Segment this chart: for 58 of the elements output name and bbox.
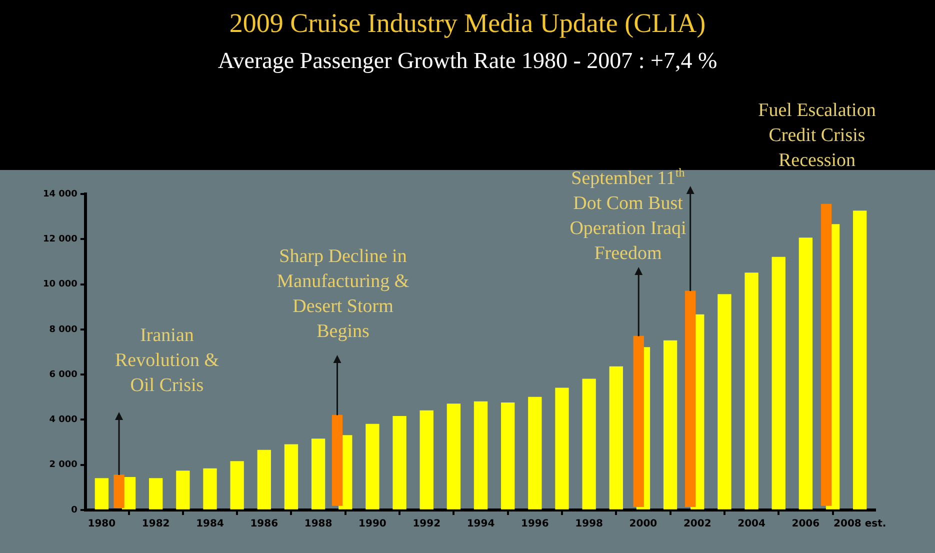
- bar: [820, 204, 832, 506]
- bar: [582, 378, 596, 510]
- y-tick-label: 0: [71, 505, 78, 516]
- x-tick-label: 1980: [88, 518, 116, 530]
- x-tick-label: 1988: [304, 518, 332, 530]
- bar: [772, 256, 786, 510]
- x-tick-label: 1994: [466, 518, 495, 530]
- bar: [718, 294, 732, 510]
- chart-subtitle: Average Passenger Growth Rate 1980 - 2007 : +7,4 %: [216, 48, 718, 74]
- bar: [685, 290, 696, 507]
- bar: [528, 396, 542, 510]
- bar: [474, 401, 488, 510]
- annotation: Iranian Revolution & Oil Crisis: [115, 324, 219, 398]
- x-tick-label: 1982: [142, 518, 170, 530]
- y-tick-label: 10 000: [42, 280, 78, 290]
- y-tick-label: 4 000: [49, 415, 78, 426]
- y-tick-label: 14 000: [42, 189, 78, 200]
- bar: [633, 336, 644, 507]
- bar: [744, 272, 758, 510]
- bar: [609, 366, 623, 510]
- x-tick-label: 1992: [412, 518, 441, 530]
- bar: [366, 424, 380, 510]
- x-tick-label: 1986: [250, 518, 278, 530]
- y-tick-label: 2 000: [49, 460, 78, 470]
- y-tick-label: 12 000: [42, 234, 78, 244]
- x-tick-label: 2004: [738, 518, 766, 530]
- chart-title: 2009 Cruise Industry Media Update (CLIA): [228, 8, 707, 39]
- x-tick-label: 1996: [520, 518, 549, 530]
- bar: [392, 416, 406, 510]
- bar: [663, 340, 678, 510]
- x-tick-label: 2006: [792, 518, 820, 530]
- x-tick-label: 1984: [196, 518, 224, 530]
- bar: [230, 461, 244, 510]
- x-tick-label: 2002: [683, 518, 712, 530]
- annotation: September 11$^{th}$ Dot Com Bust Operation Iraqi Freedom: [570, 166, 686, 266]
- bar: [257, 450, 271, 510]
- bar: [555, 388, 569, 510]
- x-tick-label: 2000: [629, 518, 658, 530]
- bar: [94, 478, 109, 510]
- y-tick-label: 8 000: [49, 324, 78, 335]
- x-tick-label: 1998: [575, 518, 604, 530]
- bar: [311, 438, 326, 510]
- bar: [332, 414, 343, 506]
- y-tick-label: 6 000: [49, 370, 78, 380]
- bar: [203, 468, 217, 510]
- bar: [853, 210, 867, 510]
- bar: [798, 238, 813, 510]
- bar: [176, 470, 190, 510]
- bar: [284, 444, 298, 510]
- bar: [446, 404, 461, 510]
- bar: [420, 410, 434, 510]
- annotation: Sharp Decline in Manufacturing & Desert Storm Begins: [276, 245, 410, 344]
- x-tick-label: 1990: [358, 518, 386, 530]
- text: Fuel Escalation Credit Crisis Recession: [758, 99, 876, 173]
- bar: [501, 402, 515, 510]
- x-tick-label: 2008 est.: [834, 518, 886, 530]
- bar: [114, 474, 124, 508]
- bar: [149, 478, 163, 510]
